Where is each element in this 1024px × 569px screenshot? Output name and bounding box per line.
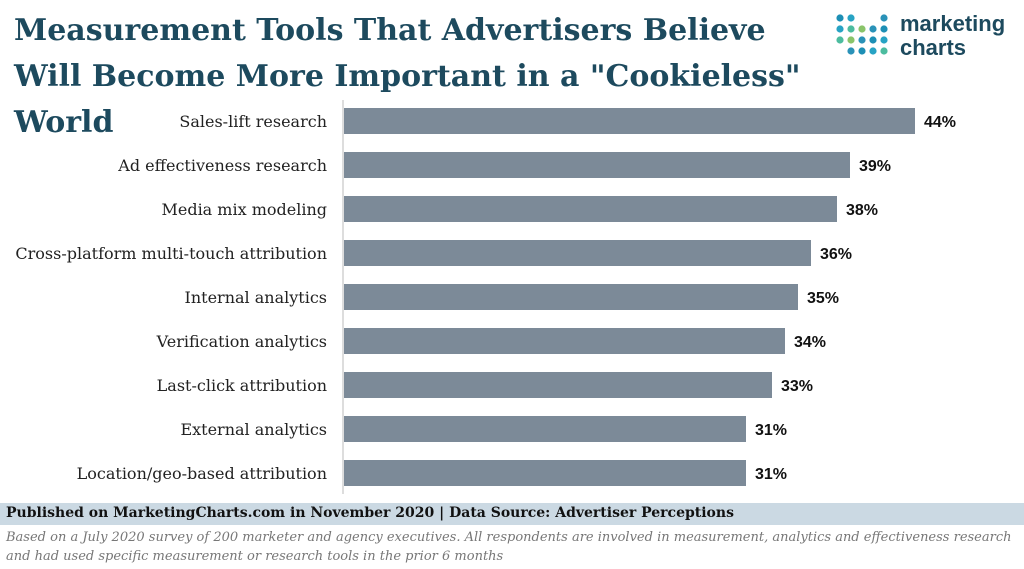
footer-bar: Published on MarketingCharts.com in Nove…: [0, 503, 1024, 525]
published-source: Published on MarketingCharts.com in Nove…: [6, 505, 734, 521]
dot-grid-icon: [836, 14, 888, 55]
logo-dot: [869, 47, 877, 55]
value-label: 44%: [924, 114, 956, 131]
bar: [344, 284, 798, 310]
value-label: 35%: [807, 290, 839, 307]
logo-dot: [858, 36, 866, 44]
value-label: 36%: [820, 246, 852, 263]
logo-dot: [858, 25, 866, 33]
logo-line2: charts: [900, 35, 967, 60]
value-label: 33%: [781, 378, 813, 395]
bar: [344, 240, 811, 266]
logo-dot: [836, 14, 844, 22]
bar: [344, 460, 746, 486]
logo-dot: [847, 36, 855, 44]
survey-note: Based on a July 2020 survey of 200 marke…: [6, 530, 1012, 564]
chart-title: Measurement Tools That Advertisers Belie…: [14, 13, 801, 140]
category-label: Ad effectiveness research: [117, 156, 327, 175]
value-label: 31%: [755, 466, 787, 483]
logo-dot: [880, 47, 888, 55]
logo-dot: [869, 36, 877, 44]
value-label: 39%: [859, 158, 891, 175]
value-label: 31%: [755, 422, 787, 439]
logo-dot: [847, 14, 855, 22]
category-label: Internal analytics: [185, 288, 327, 307]
logo-dot: [869, 25, 877, 33]
marketingcharts-logo: marketing charts: [834, 10, 1019, 66]
bar: [344, 152, 850, 178]
logo-dot: [880, 14, 888, 22]
bar: [344, 196, 837, 222]
category-label: Sales-lift research: [179, 112, 327, 131]
value-label: 38%: [846, 202, 878, 219]
bar: [344, 372, 772, 398]
category-label: Cross-platform multi-touch attribution: [15, 244, 327, 263]
logo-dot: [880, 25, 888, 33]
bar: [344, 328, 785, 354]
bar-chart: Sales-lift research 44% Ad effectiveness r…: [15, 100, 956, 494]
logo-dot: [836, 36, 844, 44]
category-label: Verification analytics: [156, 332, 327, 351]
logo-dot: [847, 25, 855, 33]
category-label: Media mix modeling: [161, 200, 327, 219]
bar: [344, 108, 915, 134]
value-label: 34%: [794, 334, 826, 351]
category-label: External analytics: [180, 420, 327, 439]
logo-dot: [858, 47, 866, 55]
category-label: Location/geo-based attribution: [77, 464, 327, 483]
bar: [344, 416, 746, 442]
logo-dot: [847, 47, 855, 55]
category-label: Last-click attribution: [157, 376, 327, 395]
logo-line1: marketing: [900, 11, 1006, 36]
logo-dot: [880, 36, 888, 44]
logo-dot: [836, 25, 844, 33]
